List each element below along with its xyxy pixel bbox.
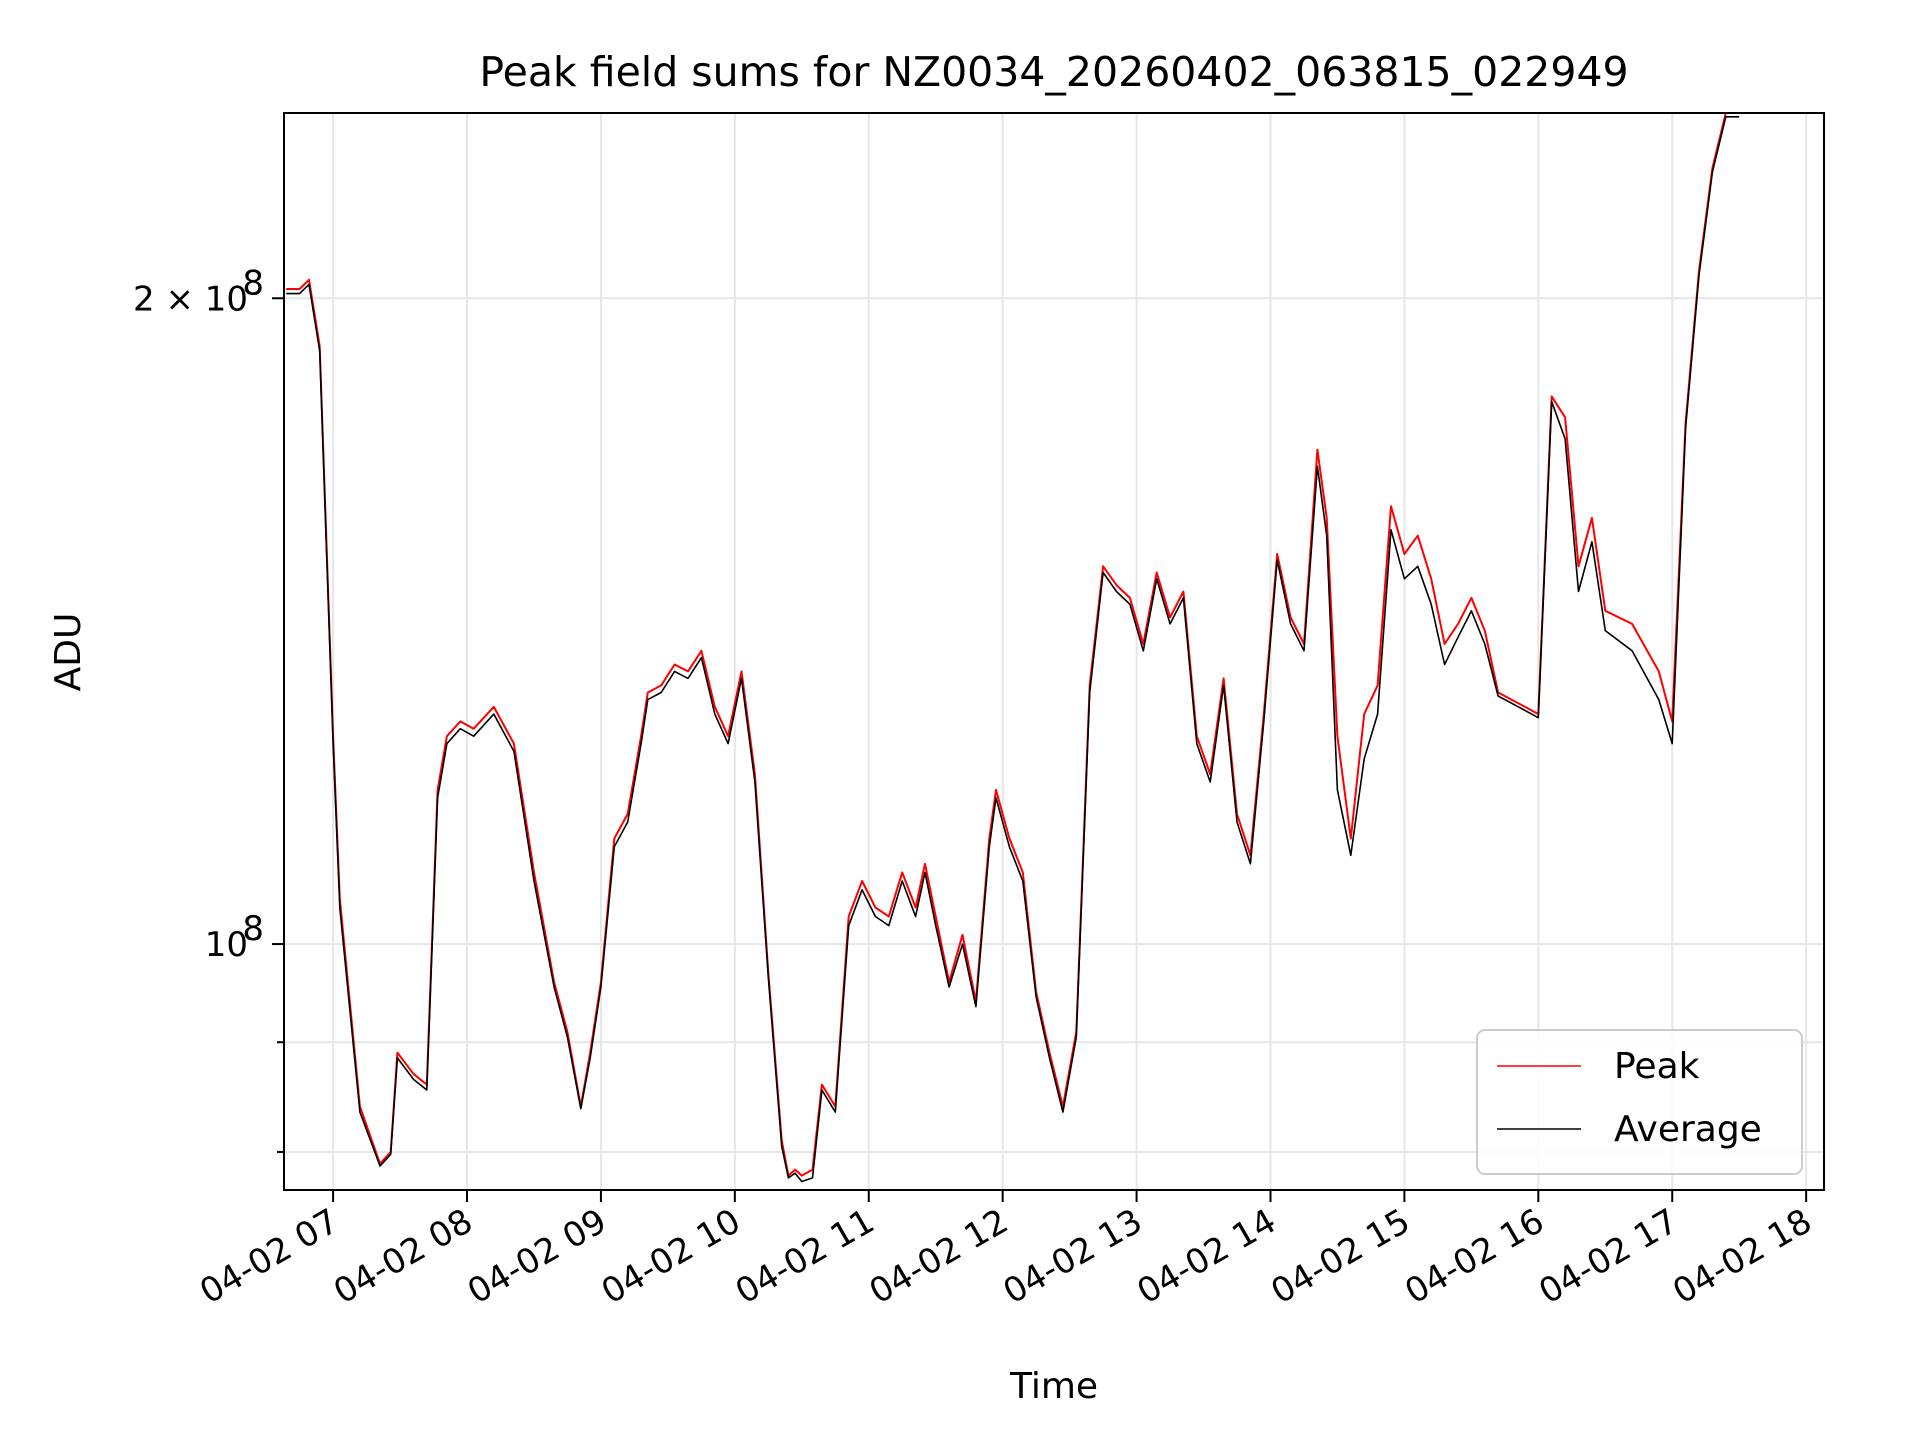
plot-lines [286,113,1740,1183]
y-tick-label: 10 [205,925,248,965]
y-axis-label: ADU [48,613,89,692]
y-tick-label: 2 × 10 [133,279,248,319]
legend-label-average: Average [1614,1109,1762,1150]
y-tick-exponent: 8 [242,263,264,303]
series-line-peak [286,113,1740,1177]
legend-label-peak: Peak [1614,1046,1700,1087]
series-line-average [286,116,1740,1183]
chart-title: Peak field sums for NZ0034_20260402_0638… [479,48,1628,96]
legend: Peak Average [1476,1029,1803,1175]
y-tick-exponent: 8 [242,909,264,949]
x-axis-label: Time [1009,1366,1098,1407]
grid [284,113,1824,1190]
plot-frame [283,112,1825,1191]
